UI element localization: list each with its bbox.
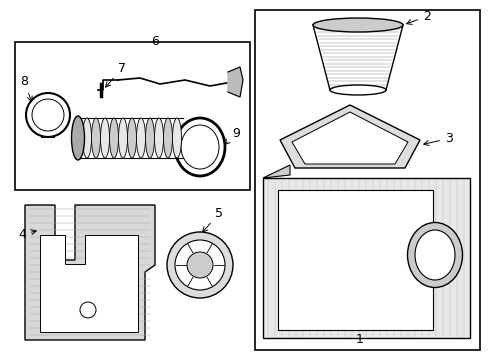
Ellipse shape [119,118,127,158]
Polygon shape [228,67,243,97]
Ellipse shape [415,230,455,280]
Ellipse shape [82,118,92,158]
Polygon shape [280,105,420,168]
Ellipse shape [330,85,386,95]
Text: 7: 7 [105,62,126,87]
Polygon shape [292,112,408,164]
Ellipse shape [154,118,164,158]
Bar [255,10,480,350]
Bar [278,190,433,330]
Text: 5: 5 [202,207,223,232]
Ellipse shape [172,118,181,158]
Ellipse shape [74,118,82,158]
Text: 8: 8 [20,75,32,102]
Text: 9: 9 [225,127,240,144]
Ellipse shape [164,118,172,158]
Ellipse shape [313,18,403,32]
Text: 2: 2 [407,10,431,24]
Ellipse shape [109,118,119,158]
Circle shape [80,302,96,318]
Ellipse shape [146,118,154,158]
Circle shape [167,232,233,298]
Polygon shape [263,178,470,338]
Bar [15,42,250,190]
Ellipse shape [92,118,100,158]
Ellipse shape [137,118,146,158]
Ellipse shape [72,116,84,160]
Circle shape [175,240,225,290]
Polygon shape [40,235,138,332]
Text: 4: 4 [18,228,36,241]
Text: 6: 6 [151,35,159,48]
Text: 3: 3 [424,132,453,145]
Text: 1: 1 [356,333,364,346]
Circle shape [187,252,213,278]
Ellipse shape [127,118,137,158]
Polygon shape [25,205,155,340]
Ellipse shape [100,118,109,158]
Ellipse shape [408,222,463,288]
Polygon shape [263,165,290,178]
